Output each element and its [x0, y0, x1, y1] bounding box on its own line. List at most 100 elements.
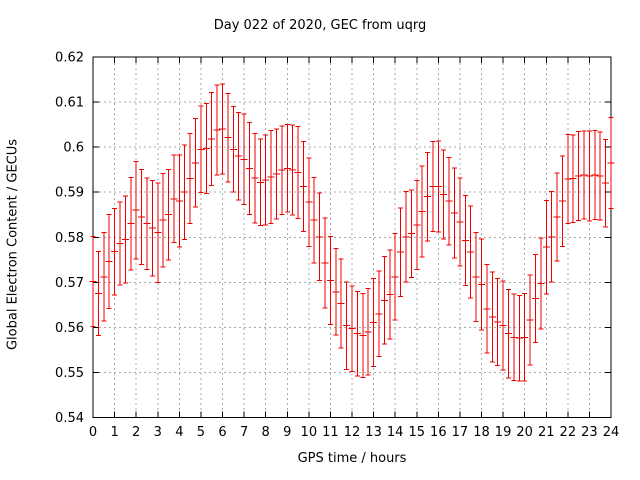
- x-tick-label: 0: [89, 425, 97, 440]
- error-bar: [278, 125, 286, 215]
- x-axis-label: GPS time / hours: [297, 451, 407, 466]
- error-bar: [380, 256, 388, 345]
- x-tick-label: 13: [365, 425, 382, 440]
- error-bar: [283, 124, 291, 213]
- error-bar: [440, 149, 448, 240]
- y-tick-label: 0.56: [55, 321, 84, 336]
- error-bar: [251, 133, 259, 224]
- error-bar: [213, 84, 221, 176]
- error-bar: [245, 121, 253, 215]
- error-bar: [219, 83, 226, 175]
- error-bar: [413, 179, 421, 271]
- error-bar: [159, 172, 167, 268]
- error-bar: [548, 191, 556, 283]
- error-bar: [488, 271, 496, 363]
- error-bar: [197, 105, 205, 194]
- x-tick-label: 1: [110, 425, 118, 440]
- x-tick-label: 8: [262, 425, 270, 440]
- error-bar: [359, 293, 367, 378]
- x-tick-label: 20: [516, 425, 533, 440]
- x-tick-labels: 0 1 2 3 4 5 6 7 8 9 10 11 12 13 14 15 16 17 18 19 20 21 22 23 24: [89, 425, 619, 440]
- error-bar: [337, 258, 345, 349]
- grid: [94, 58, 610, 417]
- error-bar: [558, 155, 566, 247]
- x-tick-label: 9: [283, 425, 291, 440]
- error-bar: [343, 281, 351, 370]
- x-tick-label: 22: [560, 425, 577, 440]
- error-bar: [537, 237, 545, 330]
- error-bar: [542, 199, 550, 295]
- error-bar: [375, 270, 383, 358]
- error-bar: [580, 130, 588, 220]
- error-bar: [235, 111, 243, 201]
- error-bar: [208, 92, 216, 186]
- error-bar: [591, 129, 599, 221]
- error-bar: [310, 176, 318, 264]
- error-bar: [456, 177, 464, 267]
- error-bar: [272, 128, 280, 220]
- x-tick-label: 5: [197, 425, 205, 440]
- x-tick-label: 23: [581, 425, 598, 440]
- error-bar: [224, 93, 232, 183]
- error-bar: [391, 233, 399, 321]
- error-bar: [531, 253, 539, 344]
- error-bar: [240, 113, 248, 205]
- y-tick-label: 0.58: [55, 231, 84, 246]
- error-bar: [461, 194, 469, 286]
- error-bar: [353, 290, 361, 377]
- error-bar: [429, 140, 437, 232]
- x-tick-label: 3: [154, 425, 162, 440]
- error-bar: [132, 161, 140, 260]
- error-bar: [299, 140, 307, 232]
- error-bar: [256, 138, 264, 227]
- y-tick-label: 0.57: [55, 276, 84, 291]
- error-bar: [111, 207, 119, 296]
- error-bar: [596, 131, 604, 221]
- x-tick-label: 18: [473, 425, 490, 440]
- x-tick-label: 2: [132, 425, 140, 440]
- error-bar: [289, 124, 297, 216]
- error-bar: [229, 106, 237, 193]
- error-bar: [89, 235, 97, 327]
- error-bar: [472, 231, 480, 323]
- error-bar: [526, 274, 534, 366]
- x-tick-label: 11: [322, 425, 339, 440]
- error-bar: [483, 264, 491, 354]
- y-tick-label: 0.59: [55, 186, 84, 201]
- error-bar: [348, 285, 356, 373]
- error-bar: [127, 176, 135, 271]
- error-bar: [564, 134, 572, 225]
- error-bar: [321, 217, 329, 309]
- x-tick-label: 6: [218, 425, 226, 440]
- error-bar: [451, 167, 459, 259]
- error-bar: [569, 134, 577, 223]
- error-bar: [105, 214, 113, 309]
- error-bar: [407, 189, 415, 278]
- error-bar: [499, 280, 507, 371]
- error-bar: [607, 116, 615, 209]
- x-tick-label: 17: [452, 425, 469, 440]
- error-bar: [186, 133, 194, 225]
- error-bar: [585, 130, 593, 222]
- error-bar: [165, 169, 173, 261]
- y-tick-label: 0.62: [55, 51, 84, 66]
- x-tick-label: 14: [387, 425, 404, 440]
- error-bar: [175, 154, 183, 248]
- error-bar: [553, 172, 561, 262]
- error-bar: [116, 201, 124, 286]
- error-bar: [138, 169, 146, 265]
- error-bar: [316, 192, 324, 282]
- y-tick-label: 0.54: [55, 411, 84, 426]
- error-bar: [515, 294, 523, 382]
- error-bar: [143, 177, 151, 271]
- error-bar: [504, 289, 512, 379]
- error-bar: [332, 248, 340, 336]
- x-tick-label: 7: [240, 425, 248, 440]
- x-tick-label: 16: [430, 425, 447, 440]
- error-bars: [89, 83, 615, 382]
- error-bar: [397, 207, 405, 297]
- error-bar: [575, 130, 583, 222]
- error-bar: [424, 152, 432, 242]
- error-bar: [121, 195, 129, 284]
- error-bar: [262, 134, 270, 226]
